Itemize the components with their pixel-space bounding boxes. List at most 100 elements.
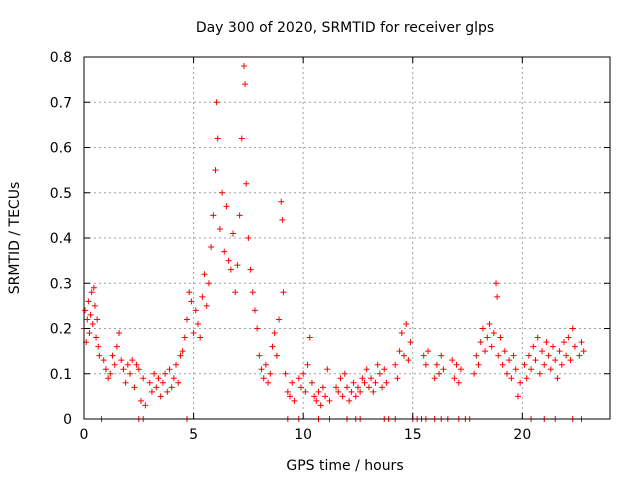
data-point <box>457 366 464 373</box>
data-point <box>186 289 193 296</box>
data-point <box>311 393 318 400</box>
data-point <box>554 375 561 382</box>
data-point <box>536 370 543 377</box>
data-point <box>495 352 502 359</box>
x-tick-label: 20 <box>513 427 531 443</box>
data-point <box>453 361 460 368</box>
x-tick-label: 0 <box>80 427 89 443</box>
data-point <box>135 366 142 373</box>
data-point <box>131 384 138 391</box>
data-point <box>398 330 405 337</box>
data-point <box>87 311 94 318</box>
data-point <box>523 375 530 382</box>
data-point <box>181 334 188 341</box>
y-tick-label: 0.4 <box>50 231 72 247</box>
data-point <box>199 293 206 300</box>
data-point <box>319 384 326 391</box>
data-point <box>313 397 320 404</box>
data-point <box>177 352 184 359</box>
data-point <box>563 352 570 359</box>
data-point <box>216 225 223 232</box>
data-point <box>208 244 215 251</box>
data-point <box>473 352 480 359</box>
data-point <box>107 370 114 377</box>
data-point <box>440 366 447 373</box>
y-tick-label: 0.2 <box>50 322 72 338</box>
data-point <box>122 379 129 386</box>
data-point <box>251 307 258 314</box>
data-point <box>436 370 443 377</box>
data-point <box>230 230 237 237</box>
data-point <box>271 330 278 337</box>
data-point <box>151 370 158 377</box>
data-point <box>89 320 96 327</box>
data-point <box>348 388 355 395</box>
data-point <box>86 330 93 337</box>
y-tick-label: 0.6 <box>50 141 72 157</box>
data-point <box>109 352 116 359</box>
y-tick-label: 0.8 <box>50 50 72 66</box>
data-point <box>339 393 346 400</box>
data-point <box>503 370 510 377</box>
data-point <box>354 384 361 391</box>
data-point <box>247 266 254 273</box>
x-tick-label: 10 <box>294 427 312 443</box>
data-point <box>486 320 493 327</box>
data-point <box>146 379 153 386</box>
data-point <box>497 334 504 341</box>
chart-title: Day 300 of 2020, SRMTID for receiver glp… <box>196 20 494 36</box>
data-point <box>129 357 136 364</box>
data-point <box>569 325 576 332</box>
data-point <box>94 316 101 323</box>
data-point <box>341 370 348 377</box>
grid <box>84 57 610 419</box>
data-point <box>494 293 501 300</box>
y-axis-label: SRMTID / TECUs <box>7 182 23 295</box>
data-point <box>88 289 95 296</box>
data-point <box>90 284 97 291</box>
data-point <box>326 397 333 404</box>
data-point <box>127 370 134 377</box>
data-point <box>168 384 175 391</box>
data-point <box>576 352 583 359</box>
data-points <box>81 63 587 422</box>
data-point <box>407 339 414 346</box>
data-point <box>425 348 432 355</box>
x-axis-label: GPS time / hours <box>286 458 403 474</box>
data-point <box>162 370 169 377</box>
data-point <box>258 366 265 373</box>
data-point <box>219 189 226 196</box>
data-point <box>506 357 513 364</box>
data-point <box>133 361 140 368</box>
data-point <box>438 352 445 359</box>
data-point <box>232 289 239 296</box>
data-point <box>173 361 180 368</box>
data-point <box>484 334 491 341</box>
data-point <box>254 325 261 332</box>
data-point <box>93 334 100 341</box>
data-point <box>344 384 350 391</box>
data-point <box>490 330 497 337</box>
data-point <box>269 343 276 350</box>
x-tick-label: 5 <box>189 427 198 443</box>
data-point <box>190 330 197 337</box>
data-point <box>240 63 247 70</box>
data-point <box>179 348 186 355</box>
data-point <box>324 366 331 373</box>
data-point <box>289 379 296 386</box>
data-point <box>308 379 315 386</box>
data-point <box>267 370 274 377</box>
data-point <box>361 379 368 386</box>
data-point <box>295 375 302 382</box>
data-point <box>243 180 250 187</box>
data-point <box>499 361 506 368</box>
data-point <box>547 366 554 373</box>
data-point <box>479 325 486 332</box>
data-point <box>157 393 164 400</box>
data-point <box>249 289 256 296</box>
data-point <box>543 339 550 346</box>
data-point <box>120 366 127 373</box>
data-point <box>488 343 495 350</box>
data-point <box>170 375 177 382</box>
data-point <box>118 357 125 364</box>
